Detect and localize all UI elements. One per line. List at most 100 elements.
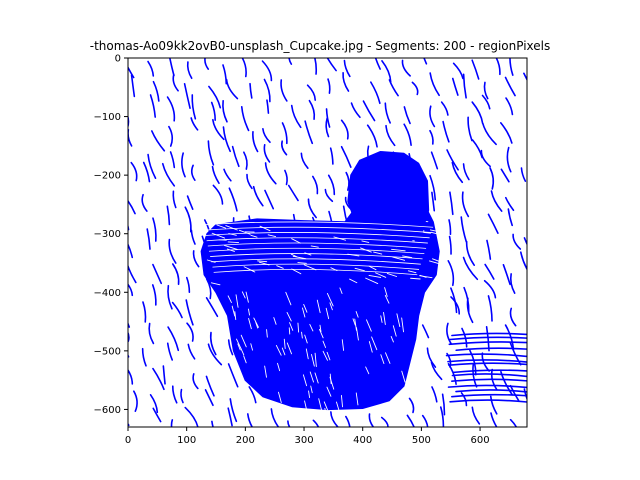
contour-segment	[380, 416, 389, 427]
contour-segment	[152, 263, 163, 285]
contour-segment	[385, 124, 396, 147]
contour-segment	[401, 59, 411, 77]
contour-segment	[509, 307, 517, 327]
contour-segment	[446, 149, 459, 171]
contour-segment	[324, 188, 334, 203]
contour-segment	[484, 263, 495, 280]
texture-gap	[432, 258, 441, 263]
texture-gap	[291, 268, 302, 275]
texture-gap	[216, 224, 227, 229]
texture-gap	[385, 352, 391, 364]
contour-segment	[509, 342, 522, 366]
contour-segment	[461, 191, 470, 218]
texture-gap	[368, 341, 373, 353]
contour-segment	[148, 322, 155, 345]
contour-segment	[489, 167, 495, 190]
texture-gap	[419, 275, 433, 279]
contour-segment	[284, 169, 288, 186]
contour-segment	[466, 297, 474, 324]
texture-gap	[301, 307, 306, 318]
y-tick-label: −500	[94, 346, 121, 357]
contour-segment	[489, 395, 498, 415]
contour-segment	[184, 206, 192, 233]
texture-gap	[245, 291, 249, 303]
contour-segment	[446, 322, 452, 345]
contour-segment	[184, 406, 199, 427]
texture-gap	[234, 311, 237, 321]
contour-segment	[507, 208, 513, 227]
contour-segment	[304, 120, 314, 145]
contour-segment	[205, 375, 215, 397]
texture-gap	[318, 398, 322, 411]
contour-segment	[183, 82, 191, 109]
texture-gap	[410, 277, 421, 280]
contour-segment	[190, 117, 199, 131]
x-tick-label: 600	[471, 435, 490, 446]
texture-gap	[211, 232, 226, 239]
contour-segment	[170, 419, 174, 427]
texture-gap	[281, 347, 286, 356]
contour-segment	[495, 58, 501, 76]
contour-segment	[429, 174, 437, 201]
contour-segment	[450, 296, 460, 315]
contour-segment	[426, 347, 437, 368]
frosting-gap	[206, 237, 428, 244]
texture-gap	[429, 229, 441, 233]
texture-gap	[305, 348, 309, 360]
x-tick-label: 300	[294, 435, 313, 446]
contour-segment	[186, 195, 194, 210]
contour-segment	[467, 116, 473, 142]
y-tick-label: −300	[94, 229, 121, 240]
texture-gap	[309, 323, 314, 332]
contour-segment	[185, 276, 191, 293]
contour-segment	[281, 122, 288, 145]
contour-segment	[523, 72, 527, 82]
contour-segment	[421, 324, 430, 339]
texture-gap	[236, 338, 242, 350]
contour-segment	[128, 368, 134, 385]
contour-segment	[166, 342, 174, 361]
contour-segment	[431, 191, 436, 212]
contour-segment	[448, 219, 452, 236]
texture-gap	[257, 260, 268, 263]
contour-segment	[462, 163, 470, 181]
contour-segment	[306, 84, 317, 101]
texture-gap	[250, 343, 253, 351]
texture-gap	[407, 270, 417, 274]
x-axis: 0 100 200 300 400 500 600	[125, 427, 490, 446]
contour-segment	[471, 59, 480, 80]
contour-segment	[374, 58, 381, 70]
texture-gap	[240, 348, 245, 356]
contour-segment	[440, 101, 449, 116]
texture-gap	[401, 317, 404, 333]
texture-gap	[292, 255, 307, 260]
contour-segment	[162, 365, 166, 385]
contour-segment	[452, 62, 464, 80]
texture-gap	[349, 278, 358, 284]
texture-gap	[314, 372, 319, 384]
contour-segment	[314, 58, 318, 75]
contour-segment	[442, 120, 450, 143]
contour-segment	[423, 58, 428, 65]
contour-segment	[429, 129, 434, 145]
x-tick-label: 100	[177, 435, 196, 446]
texture-gap	[324, 407, 328, 419]
contour-segment	[486, 239, 492, 260]
contour-segment	[290, 104, 302, 129]
texture-gap	[423, 231, 432, 234]
frosting-gap	[204, 226, 432, 233]
texture-gap	[392, 325, 397, 337]
contour-segment	[388, 79, 399, 97]
texture-gap	[250, 234, 258, 238]
texture-gap	[286, 342, 292, 355]
texture-gap	[384, 287, 388, 297]
texture-gap	[401, 370, 406, 383]
contour-segment	[205, 296, 219, 318]
contour-segment	[204, 58, 210, 70]
contour-segment	[384, 102, 391, 124]
texture-gap	[390, 336, 394, 343]
texture-gap	[365, 277, 379, 284]
contour-segment	[342, 71, 350, 92]
y-tick-label: −200	[94, 171, 121, 182]
contour-segment	[449, 336, 527, 341]
